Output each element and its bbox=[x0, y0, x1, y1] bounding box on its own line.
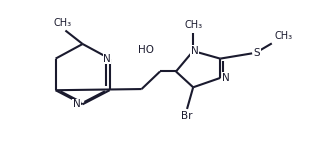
Text: Br: Br bbox=[181, 111, 193, 121]
Text: HO: HO bbox=[139, 45, 154, 55]
Text: N: N bbox=[103, 54, 111, 64]
Text: CH₃: CH₃ bbox=[184, 20, 202, 30]
Text: N: N bbox=[222, 73, 230, 83]
Text: CH₃: CH₃ bbox=[275, 31, 293, 41]
Text: N: N bbox=[73, 99, 81, 109]
Text: N: N bbox=[191, 46, 198, 56]
Text: S: S bbox=[253, 48, 260, 58]
Text: CH₃: CH₃ bbox=[54, 18, 72, 28]
